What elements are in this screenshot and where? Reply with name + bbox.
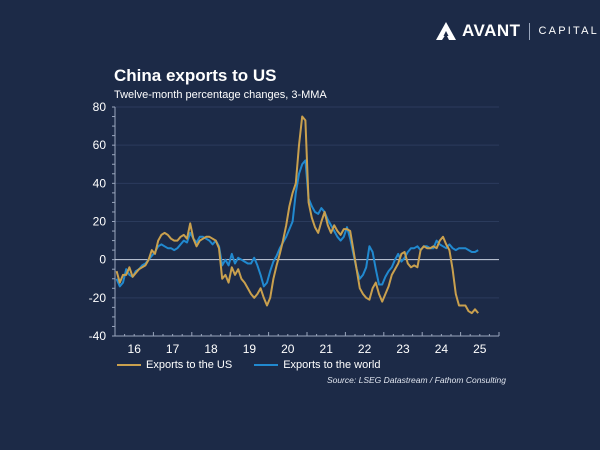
y-tick-label: -20 xyxy=(89,291,107,305)
x-tick-label: 20 xyxy=(281,342,295,356)
source-note: Source: LSEG Datastream / Fathom Consult… xyxy=(326,375,506,385)
y-tick-label: 60 xyxy=(93,138,107,152)
y-tick-label: 80 xyxy=(93,100,107,114)
brand-sub: CAPITAL xyxy=(538,25,599,37)
legend-label-world: Exports to the world xyxy=(283,359,381,371)
chart-subtitle: Twelve-month percentage changes, 3-MMA xyxy=(114,89,327,101)
x-tick-label: 22 xyxy=(358,342,372,356)
x-tick-label: 19 xyxy=(243,342,257,356)
legend: Exports to the US Exports to the world xyxy=(117,359,402,371)
brand-logo: AVANT CAPITAL xyxy=(436,21,599,41)
legend-item-us: Exports to the US xyxy=(117,359,232,371)
x-tick-label: 24 xyxy=(435,342,449,356)
series-line-exports-us xyxy=(115,115,479,315)
y-tick-label: 0 xyxy=(99,253,106,267)
brand-name: AVANT xyxy=(462,21,521,40)
y-tick-label: 20 xyxy=(93,215,107,229)
chart-title: China exports to US xyxy=(114,66,277,85)
y-tick-label: -40 xyxy=(89,329,107,343)
x-tick-label: 18 xyxy=(204,342,218,356)
legend-swatch-us xyxy=(117,364,141,366)
y-tick-label: 40 xyxy=(93,176,107,190)
x-tick-label: 17 xyxy=(166,342,180,356)
legend-item-world: Exports to the world xyxy=(254,359,380,371)
avant-logo-icon xyxy=(436,22,456,40)
x-tick-label: 23 xyxy=(396,342,410,356)
legend-swatch-world xyxy=(254,364,279,366)
x-tick-label: 25 xyxy=(473,342,487,356)
series-lines xyxy=(115,115,479,315)
axes: -40 -20 0 20 40 60 80 16 17 18 19 20 21 22 23 24 25 xyxy=(89,100,500,356)
brand-divider xyxy=(528,22,530,40)
x-tick-label: 21 xyxy=(320,342,334,356)
x-tick-label: 16 xyxy=(128,342,142,356)
series-line-exports-world xyxy=(115,159,479,288)
legend-label-us: Exports to the US xyxy=(146,359,233,371)
gridlines xyxy=(115,106,499,299)
